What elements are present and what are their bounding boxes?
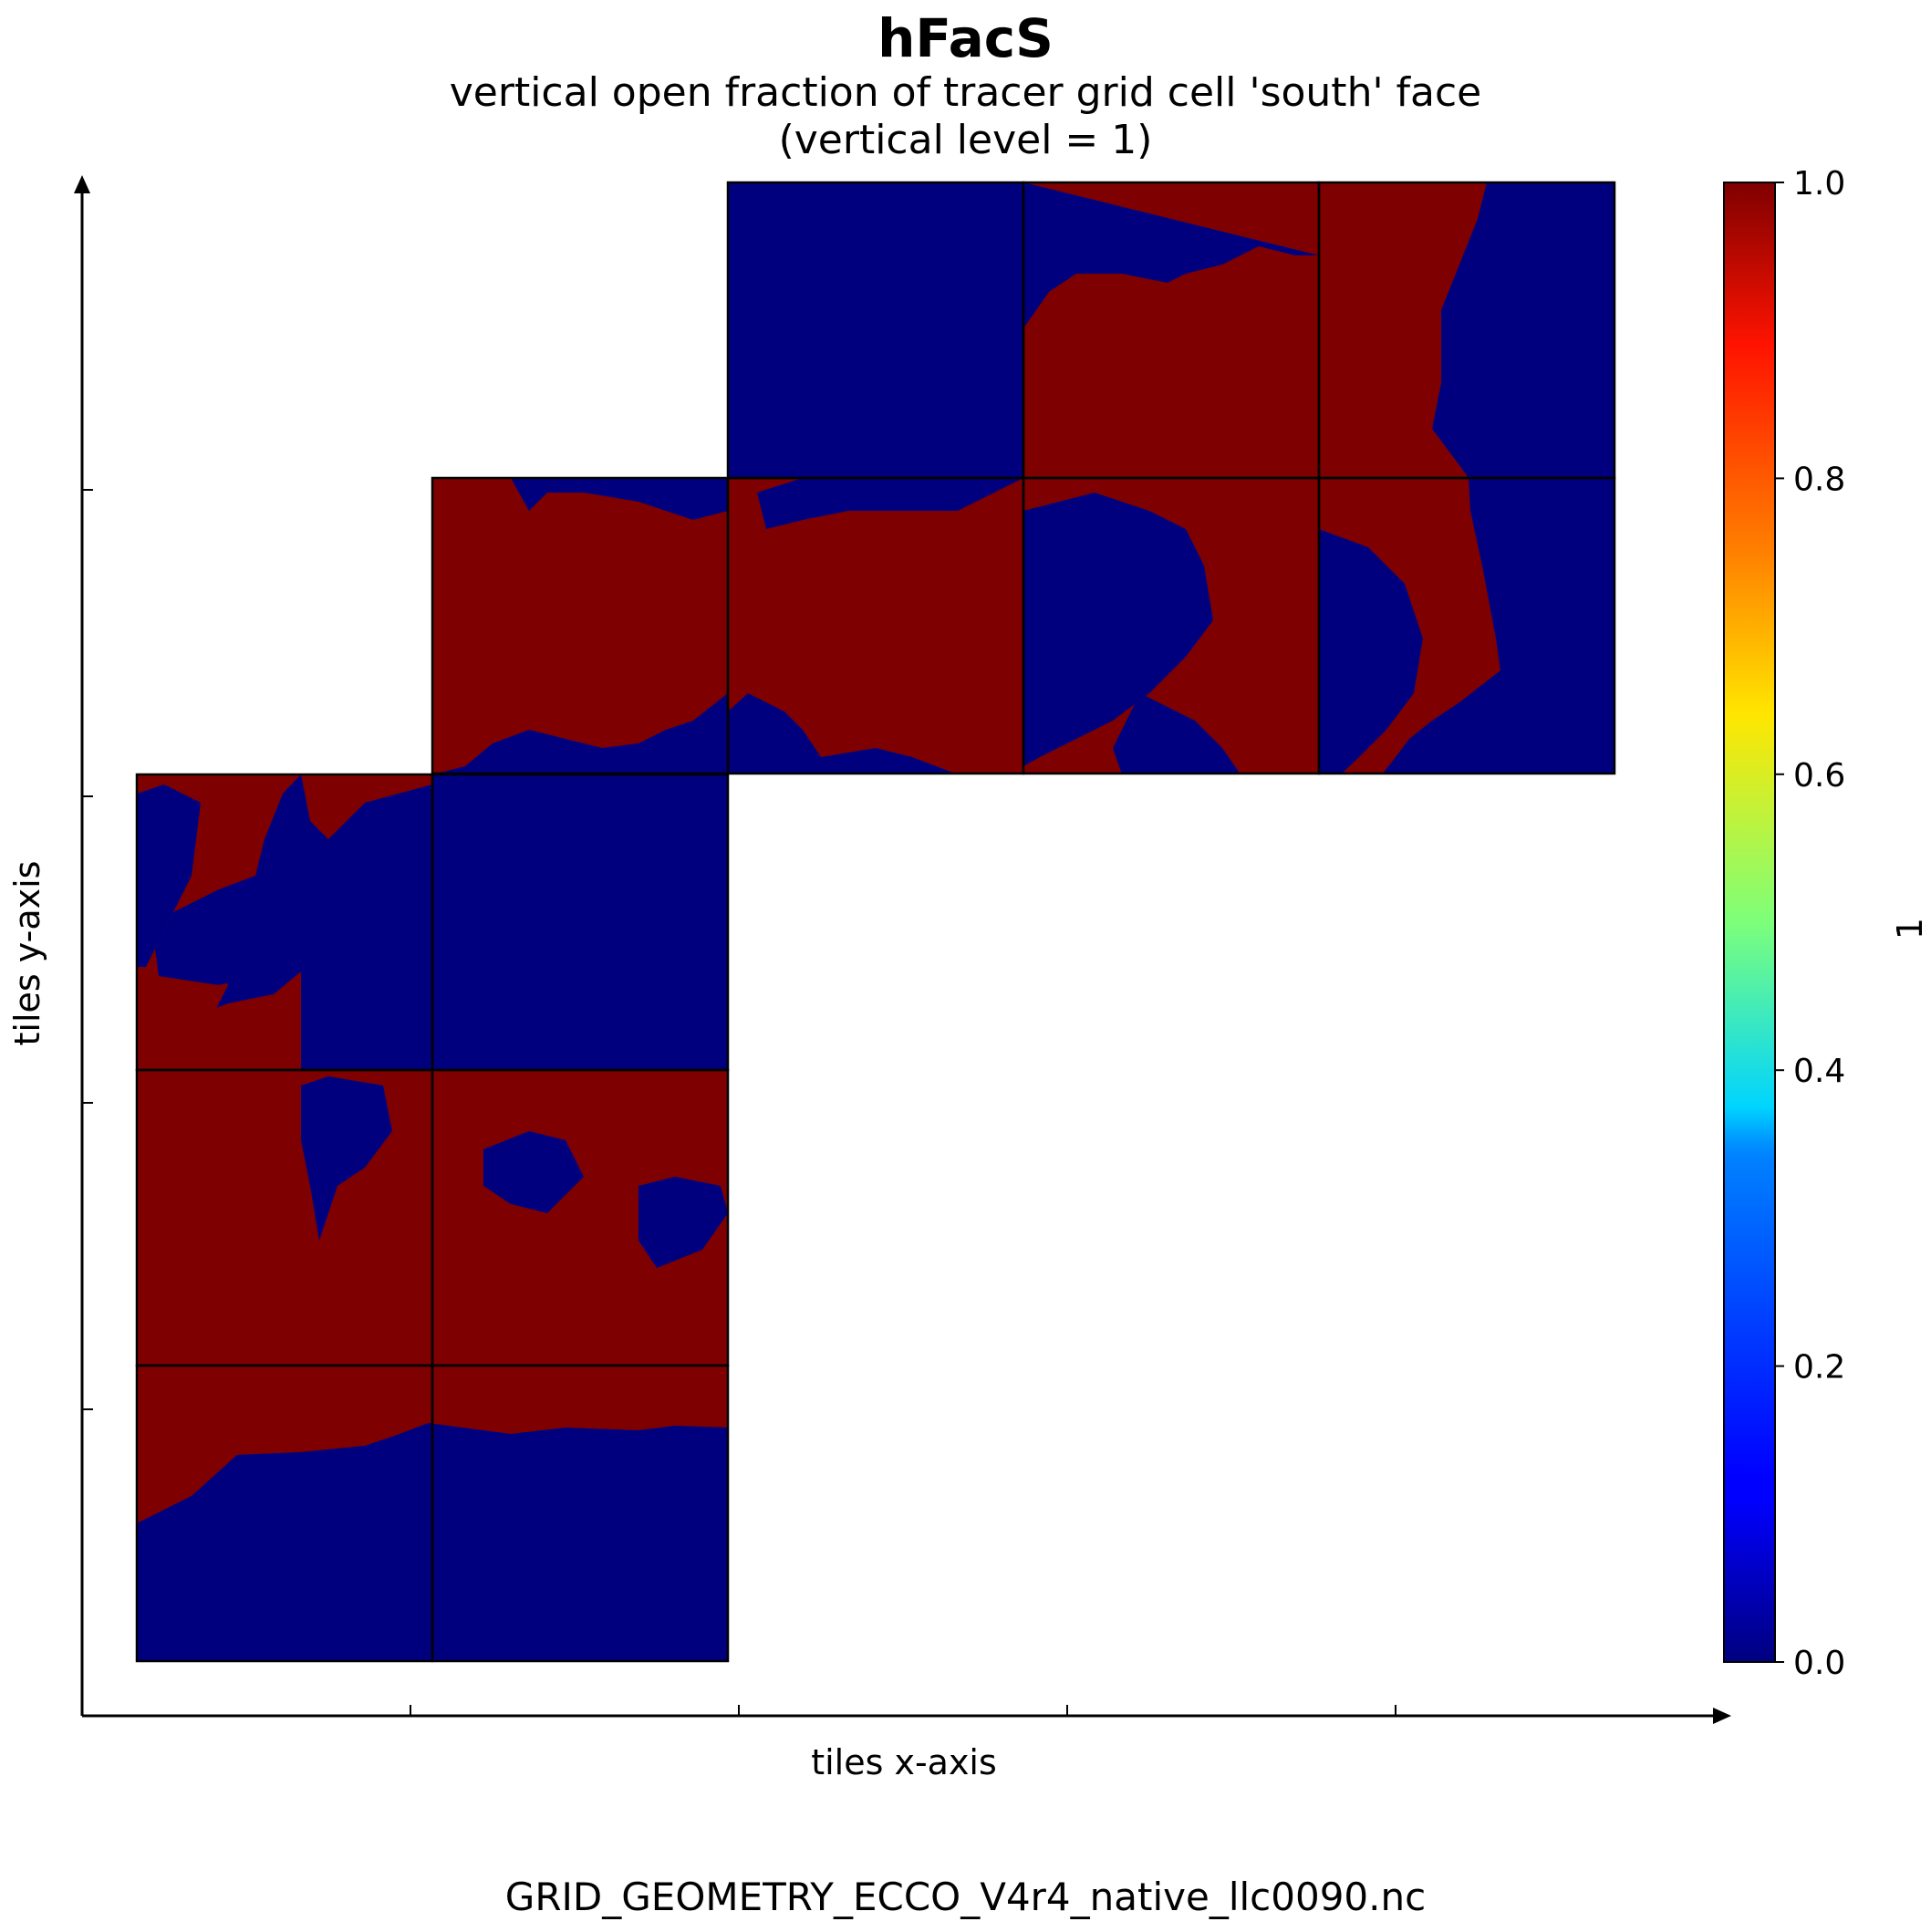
landmass-0 [757, 401, 1023, 529]
colorbar-tick-label-5: 1.0 [1793, 165, 1845, 203]
open-ocean-indian-south [432, 1366, 728, 1434]
tile-6 [432, 774, 728, 1070]
tile-11 [728, 182, 1023, 478]
tile-mosaic [135, 181, 1616, 1663]
colorbar-tick-label-1: 0.2 [1793, 1349, 1845, 1387]
landmass-7 [1113, 693, 1241, 774]
landmass-6 [1023, 493, 1213, 766]
open-ocean-pacific-mid-left [728, 478, 1023, 774]
chart-subtitle: vertical open fraction of tracer grid ce… [0, 69, 1931, 164]
chart-title: hFacS [877, 7, 1054, 69]
colorbar-ticks: 0.0 0.2 0.4 0.6 0.8 1.0 [1775, 165, 1845, 1682]
open-ocean-indian-ocean [410, 1070, 728, 1366]
axes [74, 175, 1731, 1724]
landmass-8 [1319, 529, 1423, 774]
subtitle-line-2: (vertical level = 1) [778, 117, 1153, 163]
open-ocean-atlantic-lower [137, 971, 301, 1069]
landmass-4 [638, 1177, 728, 1268]
open-ocean-top-right-ocean [1319, 182, 1487, 478]
open-ocean-top-center-ocean [1023, 182, 1319, 478]
colorbar-tick-label-2: 0.4 [1793, 1053, 1845, 1090]
subtitle-line-1: vertical open fraction of tracer grid ce… [449, 69, 1482, 116]
colorbar-tick-label-3: 0.6 [1793, 757, 1845, 795]
dataset-filename: GRID_GEOMETRY_ECCO_V4r4_native_llc0090.n… [504, 1875, 1427, 1919]
colorbar-tick-label-4: 0.8 [1793, 461, 1845, 498]
landmass-2 [301, 1076, 392, 1241]
open-ocean-north-atlantic-top [301, 774, 432, 839]
colorbar-gradient [1723, 182, 1776, 1663]
tile-border-13 [1317, 181, 1616, 480]
open-ocean-europe-atlantic [432, 478, 728, 774]
colorbar-tick-label-0: 0.0 [1793, 1645, 1845, 1682]
x-axis-ticks [410, 1705, 1396, 1716]
landmass-1 [155, 876, 292, 985]
landmass-5 [137, 784, 201, 967]
y-axis-ticks [82, 489, 93, 1410]
x-axis-label: tiles x-axis [811, 1742, 997, 1782]
colorbar: 0.0 0.2 0.4 0.6 0.8 1.0 [1723, 165, 1845, 1682]
landmass-3 [483, 1131, 584, 1213]
